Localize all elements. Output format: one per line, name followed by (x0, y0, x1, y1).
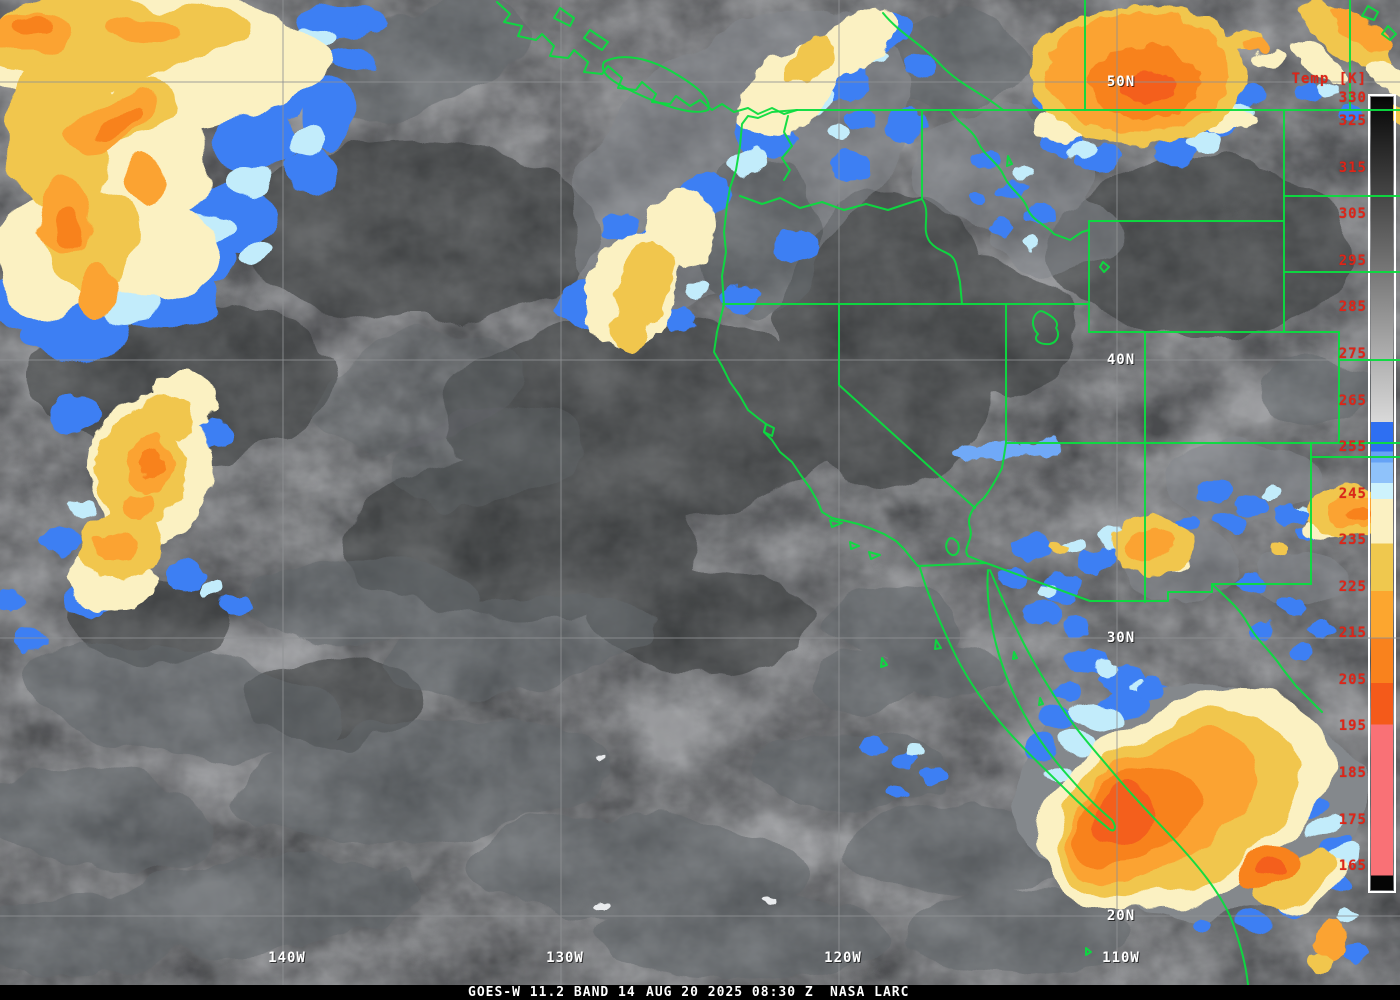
colorbar-gradient (1371, 97, 1393, 890)
storm-frontal-band-nw (557, 5, 938, 352)
storm-top-left-orange (0, 8, 185, 318)
temperature-colorbar (1368, 94, 1396, 893)
speckles-southwest (954, 440, 1335, 703)
caption-bar: GOES-W 11.2 BAND 14 AUG 20 2025 08:30 Z NA… (0, 985, 1400, 1000)
storm-right-edge (1270, 486, 1388, 554)
map-borders (496, 0, 1400, 985)
storm-left-tail (0, 372, 251, 652)
caption-satellite-band: GOES-W 11.2 BAND 14 (468, 985, 636, 1000)
storm-mexico (1015, 679, 1365, 931)
colorbar-frame (1368, 94, 1396, 893)
caption-credit: NASA LARC (830, 985, 910, 1000)
caption-datetime: AUG 20 2025 08:30 Z (646, 985, 814, 1000)
storm-top-left-pacific (0, 0, 390, 365)
